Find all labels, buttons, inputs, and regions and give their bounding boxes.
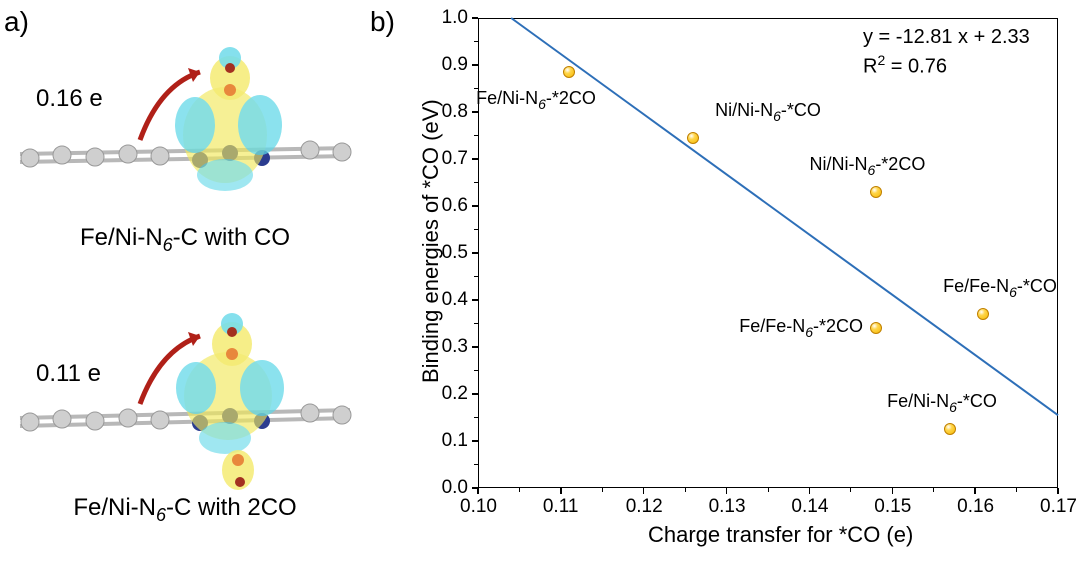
y-tick-label: 1.0 [442, 7, 468, 29]
equation-line1: y = -12.81 x + 2.33 [863, 26, 1030, 49]
molecule-1-render: 0.16 e [0, 30, 370, 220]
y-axis-label: Binding energies of *CO (eV) [418, 99, 444, 383]
molecule-1-svg [0, 30, 370, 220]
molecule-2: 0.11 e [0, 300, 370, 526]
co-c-2b [232, 454, 244, 466]
figure-container: a) 0.16 e [0, 0, 1080, 566]
point-label: Fe/Ni-N6-*2CO [476, 88, 596, 112]
data-point [687, 132, 699, 144]
molecule-2-render: 0.11 e [0, 300, 370, 490]
x-tick-label: 0.10 [460, 496, 497, 518]
point-label: Ni/Ni-N6-*2CO [810, 154, 926, 178]
x-tick-label: 0.14 [791, 496, 828, 518]
x-tick-label: 0.17 [1040, 496, 1077, 518]
data-point [563, 66, 575, 78]
co-o-2a [227, 327, 237, 337]
cap2-sub: 6 [156, 505, 166, 525]
co-c-1 [224, 84, 236, 96]
co-o-2b [235, 477, 245, 487]
y-tick-label: 0.8 [442, 101, 468, 123]
co-o-1 [225, 63, 235, 73]
point-label: Fe/Fe-N6-*2CO [739, 316, 863, 340]
data-point [870, 322, 882, 334]
panel-a: a) 0.16 e [0, 0, 370, 566]
panel-b-label: b) [370, 6, 395, 38]
molecule-1: 0.16 e [0, 30, 370, 256]
panel-b: b) Binding energies of *CO (eV) Charge t… [370, 0, 1080, 566]
x-tick-label: 0.11 [543, 496, 579, 518]
point-label: Ni/Ni-N6-*CO [715, 100, 821, 124]
charge-label-1: 0.16 e [36, 85, 103, 113]
charge-label-2: 0.11 e [36, 360, 101, 388]
co-c-2a [226, 348, 238, 360]
x-tick-label: 0.13 [709, 496, 746, 518]
x-tick-label: 0.12 [626, 496, 663, 518]
cap1-sub: 6 [163, 235, 173, 255]
molecule-1-caption: Fe/Ni-N6-C with CO [0, 224, 370, 256]
y-tick-label: 0.9 [442, 54, 468, 76]
y-tick-label: 0.7 [442, 148, 468, 170]
chart: Binding energies of *CO (eV) Charge tran… [410, 10, 1070, 558]
y-tick-label: 0.5 [442, 242, 468, 264]
eq2-suf: = 0.76 [885, 56, 947, 78]
y-tick-label: 0.4 [442, 289, 468, 311]
cap1-suf: -C with CO [173, 224, 290, 251]
data-point [977, 308, 989, 320]
y-tick-label: 0.1 [442, 430, 468, 452]
y-tick-label: 0.0 [442, 477, 468, 499]
data-point [870, 186, 882, 198]
x-tick-label: 0.16 [957, 496, 994, 518]
point-label: Fe/Fe-N6-*CO [943, 276, 1057, 300]
x-axis-label: Charge transfer for *CO (e) [648, 522, 913, 548]
eq2-pre: R [863, 56, 877, 78]
y-tick-label: 0.3 [442, 336, 468, 358]
y-tick-label: 0.2 [442, 383, 468, 405]
x-tick-label: 0.15 [874, 496, 911, 518]
point-label: Fe/Ni-N6-*CO [887, 392, 997, 416]
cap1-pre: Fe/Ni-N [80, 224, 163, 251]
data-point [944, 423, 956, 435]
y-tick-label: 0.6 [442, 195, 468, 217]
equation-line2: R2 = 0.76 [863, 52, 947, 79]
molecule-2-svg [0, 300, 370, 500]
